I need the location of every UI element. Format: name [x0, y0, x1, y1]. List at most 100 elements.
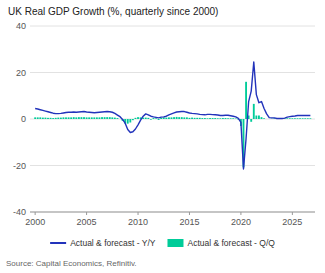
bar-series — [34, 82, 311, 168]
chart: UK Real GDP Growth (%, quarterly since 2… — [0, 0, 325, 273]
bar — [39, 117, 41, 119]
bar — [106, 117, 108, 119]
x-tick-label: 2005 — [77, 217, 97, 227]
bar — [209, 118, 211, 120]
bar — [137, 117, 139, 119]
y-tick-label: -20 — [13, 161, 26, 171]
bar — [261, 117, 263, 119]
x-tick — [189, 212, 190, 215]
bar — [168, 117, 170, 119]
bar — [171, 117, 173, 119]
bar — [230, 118, 232, 120]
y-tick-label: -40 — [13, 207, 26, 217]
bar — [219, 118, 221, 120]
x-tick — [86, 212, 87, 215]
bar — [302, 118, 304, 120]
bar — [250, 119, 252, 122]
bar — [255, 116, 257, 119]
bar — [55, 118, 57, 119]
bar — [70, 117, 72, 119]
title: UK Real GDP Growth (%, quarterly since 2… — [8, 6, 218, 17]
bar — [304, 118, 306, 120]
bar — [217, 118, 219, 120]
legend-label: Actual & forecast - Q/Q — [187, 238, 275, 248]
bar — [266, 119, 268, 120]
grid-line — [30, 165, 315, 166]
bar — [297, 118, 299, 120]
bar — [289, 118, 291, 120]
grid-line — [30, 26, 315, 27]
bar — [225, 118, 227, 120]
legend-label: Actual & forecast - Y/Y — [70, 238, 156, 248]
bar — [111, 117, 113, 119]
bar — [75, 117, 77, 119]
data — [34, 62, 311, 169]
bar — [291, 118, 293, 120]
bar — [73, 117, 75, 119]
bar — [183, 117, 185, 119]
bar — [178, 117, 180, 119]
bar — [222, 118, 224, 120]
bar — [37, 117, 39, 119]
bar — [34, 117, 36, 119]
bar — [212, 118, 214, 120]
x-tick — [240, 212, 241, 215]
grid-line — [30, 72, 315, 73]
bar — [99, 117, 101, 119]
x-axis — [30, 212, 315, 213]
bar — [83, 117, 85, 119]
bar — [147, 118, 149, 119]
bar — [227, 118, 229, 120]
x-tick — [138, 212, 139, 215]
bar — [50, 118, 52, 119]
bar — [57, 118, 59, 119]
bar — [176, 117, 178, 119]
bar — [207, 118, 209, 120]
x-tick-label: 2010 — [128, 217, 148, 227]
legend-item: Actual & forecast - Y/Y — [50, 238, 156, 248]
bar — [52, 118, 54, 120]
bar — [181, 117, 183, 119]
bar — [196, 118, 198, 119]
bar — [201, 118, 203, 120]
grid-line — [30, 212, 315, 213]
bar — [101, 117, 103, 119]
bar — [114, 118, 116, 119]
bar — [65, 117, 67, 119]
bar — [253, 104, 255, 119]
bar — [186, 117, 188, 119]
bar — [232, 118, 234, 120]
bar — [307, 118, 309, 120]
bar — [129, 119, 131, 122]
bar — [96, 117, 98, 119]
y-tick-label: 0 — [21, 114, 26, 124]
bar — [86, 117, 88, 119]
bar — [109, 117, 111, 119]
bar — [47, 118, 49, 119]
legend: Actual & forecast - Y/Y Actual & forecast… — [50, 238, 275, 248]
bar — [309, 118, 311, 120]
x-tick-label: 2025 — [282, 217, 302, 227]
bar — [294, 118, 296, 120]
bar — [68, 117, 70, 119]
bar — [81, 117, 83, 119]
x-tick-label: 2000 — [25, 217, 45, 227]
bar — [191, 118, 193, 119]
x-tick — [292, 212, 293, 215]
bar — [63, 117, 65, 119]
bar — [268, 119, 270, 120]
bar — [204, 118, 206, 120]
x-tick — [35, 212, 36, 215]
background — [0, 0, 325, 273]
bar — [235, 118, 237, 119]
bar — [263, 118, 265, 120]
source: Source: Capital Economics, Refinitiv. — [6, 259, 137, 268]
bar — [245, 82, 247, 119]
bar — [88, 117, 90, 119]
bar — [132, 119, 134, 120]
bar — [93, 117, 95, 119]
bar — [189, 118, 191, 119]
bar — [153, 118, 155, 120]
bar — [258, 116, 260, 119]
bar — [119, 119, 121, 120]
